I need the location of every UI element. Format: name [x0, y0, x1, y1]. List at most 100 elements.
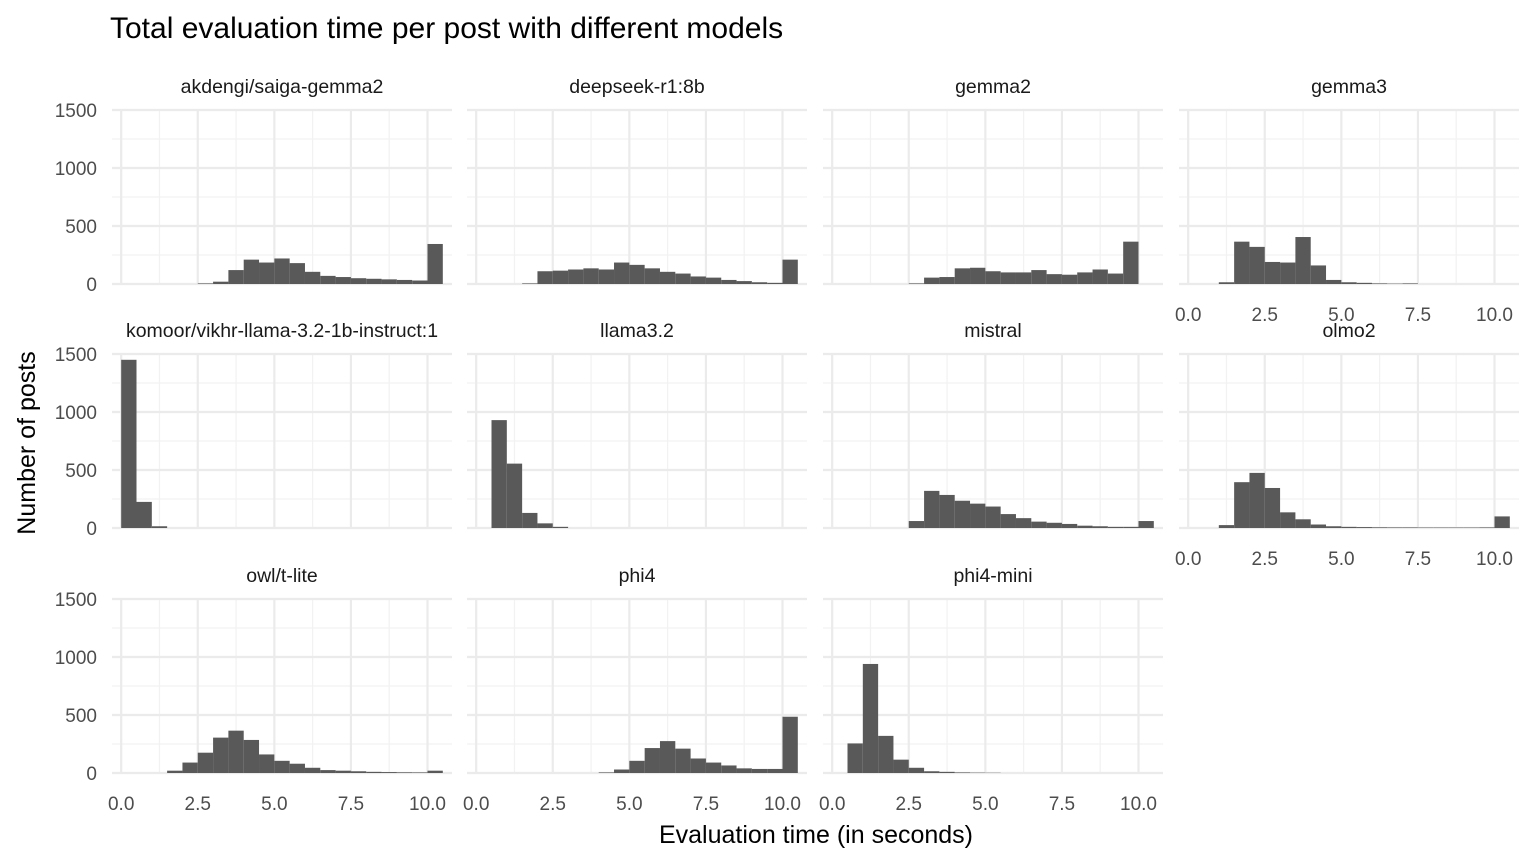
- histogram-bar: [552, 526, 569, 528]
- gridlines: [823, 352, 1163, 530]
- histogram-bar: [121, 359, 137, 528]
- histogram-bar: [939, 771, 955, 773]
- x-tick-label: 7.5: [1049, 794, 1075, 815]
- facet-strip-label: phi4-mini: [953, 565, 1032, 587]
- histogram-bar: [924, 771, 940, 773]
- histogram-bar: [1371, 283, 1388, 284]
- x-axis-title: Evaluation time (in seconds): [659, 821, 973, 849]
- gridlines: [112, 352, 452, 530]
- x-tick-label: 0.0: [108, 794, 134, 815]
- histogram-bar: [182, 762, 198, 773]
- x-tick-label: 7.5: [1405, 549, 1431, 570]
- histogram-bars: [1218, 472, 1510, 528]
- x-tick-label: 5.0: [1328, 549, 1354, 570]
- histogram-bar: [1402, 283, 1418, 284]
- histogram-bar: [675, 748, 691, 773]
- histogram-bar: [954, 268, 971, 284]
- histogram-bar: [1031, 270, 1047, 284]
- x-tick-label: 2.5: [540, 794, 566, 815]
- histogram-bar: [213, 281, 229, 284]
- histogram-bar: [381, 279, 397, 284]
- histogram-bar: [228, 270, 244, 284]
- x-tick-label: 7.5: [338, 794, 364, 815]
- histogram-bar: [985, 506, 1001, 528]
- histogram-bar: [924, 277, 940, 284]
- histogram-bar: [412, 772, 428, 773]
- histogram-bar: [1218, 282, 1235, 284]
- histogram-bar: [243, 739, 260, 773]
- histogram-bar: [259, 262, 275, 284]
- facet-strip-label: akdengi/saiga-gemma2: [181, 76, 384, 98]
- histogram-bar: [1061, 523, 1078, 528]
- histogram-bars: [908, 241, 1139, 284]
- y-tick-label: 1500: [55, 345, 97, 366]
- x-tick-label: 0.0: [463, 794, 489, 815]
- histogram-bar: [335, 770, 351, 773]
- histogram-bar: [1280, 262, 1296, 284]
- histogram-bar: [1077, 272, 1093, 284]
- histogram-bar: [862, 663, 879, 773]
- histogram-bar: [568, 269, 584, 284]
- histogram-bar: [1249, 246, 1265, 284]
- histogram-bar: [1371, 527, 1388, 528]
- x-tick-label: 0.0: [819, 794, 845, 815]
- facet-strip-label: llama3.2: [600, 320, 674, 342]
- gridlines: [467, 597, 807, 775]
- histogram-bar: [320, 770, 336, 773]
- histogram-bar: [690, 758, 706, 773]
- facet-strip-label: phi4: [619, 565, 656, 587]
- histogram-bar: [1015, 272, 1032, 284]
- histogram-bar: [259, 754, 275, 773]
- histogram-bar: [1077, 525, 1093, 528]
- facet-panel: gemma3 0.0 2.5 5.0 7.5 10.0: [1175, 76, 1519, 326]
- histogram-bar: [598, 269, 615, 284]
- histogram-bar: [1280, 512, 1296, 528]
- histogram-bar: [1479, 527, 1495, 528]
- histogram-bars: [522, 259, 798, 284]
- histogram-bar: [506, 463, 523, 528]
- facet-strip-label: deepseek-r1:8b: [569, 76, 705, 98]
- gridlines: [112, 108, 452, 286]
- histogram-bar: [767, 282, 783, 284]
- histogram-bar: [289, 763, 305, 773]
- histogram-bar: [1310, 265, 1327, 284]
- histogram-bars: [121, 359, 168, 528]
- y-tick-label: 1500: [55, 101, 97, 122]
- gridlines: [467, 108, 807, 286]
- y-tick-label: 0: [86, 519, 97, 540]
- histogram-bar: [1046, 274, 1062, 284]
- histogram-bar: [381, 772, 397, 773]
- histogram-bar: [366, 771, 382, 773]
- x-tick-label: 5.0: [616, 794, 642, 815]
- histogram-bar: [644, 748, 660, 773]
- histogram-bars: [197, 243, 443, 284]
- histogram-bar: [1326, 279, 1342, 284]
- histogram-bar: [878, 735, 894, 773]
- histogram-bar: [939, 494, 955, 528]
- histogram-bar: [675, 273, 691, 284]
- x-tick-label: 2.5: [1252, 305, 1278, 326]
- histogram-bar: [1387, 527, 1403, 528]
- histogram-bar: [1000, 514, 1016, 528]
- histogram-bar: [614, 262, 630, 284]
- facet-panel: owl/t-lite 0 500 1000 1500 0.0 2.5 5.0 7.5 10.0: [55, 565, 452, 815]
- histogram-bar: [767, 768, 783, 773]
- histogram-bar: [366, 278, 382, 284]
- facet-panel: akdengi/saiga-gemma2 0 500 1000 1500: [55, 76, 452, 296]
- histogram-bar: [1123, 241, 1139, 284]
- y-tick-label: 500: [65, 461, 97, 482]
- histogram-bars: [1218, 237, 1418, 284]
- y-axis-title: Number of posts: [13, 351, 41, 534]
- histogram-bar: [705, 277, 722, 284]
- histogram-bar: [1310, 524, 1327, 528]
- histogram-bar: [1031, 521, 1047, 528]
- histogram-bar: [847, 743, 863, 773]
- histogram-bar: [721, 765, 737, 773]
- facet-panels: akdengi/saiga-gemma2 0 500 1000 1500 deepseek…: [55, 76, 1519, 815]
- chart-title: Total evaluation time per post with diff…: [110, 12, 783, 45]
- histogram-bar: [1092, 526, 1108, 528]
- x-tick-label: 10.0: [1476, 305, 1513, 326]
- histogram-bar: [629, 760, 645, 773]
- y-tick-label: 1000: [55, 403, 97, 424]
